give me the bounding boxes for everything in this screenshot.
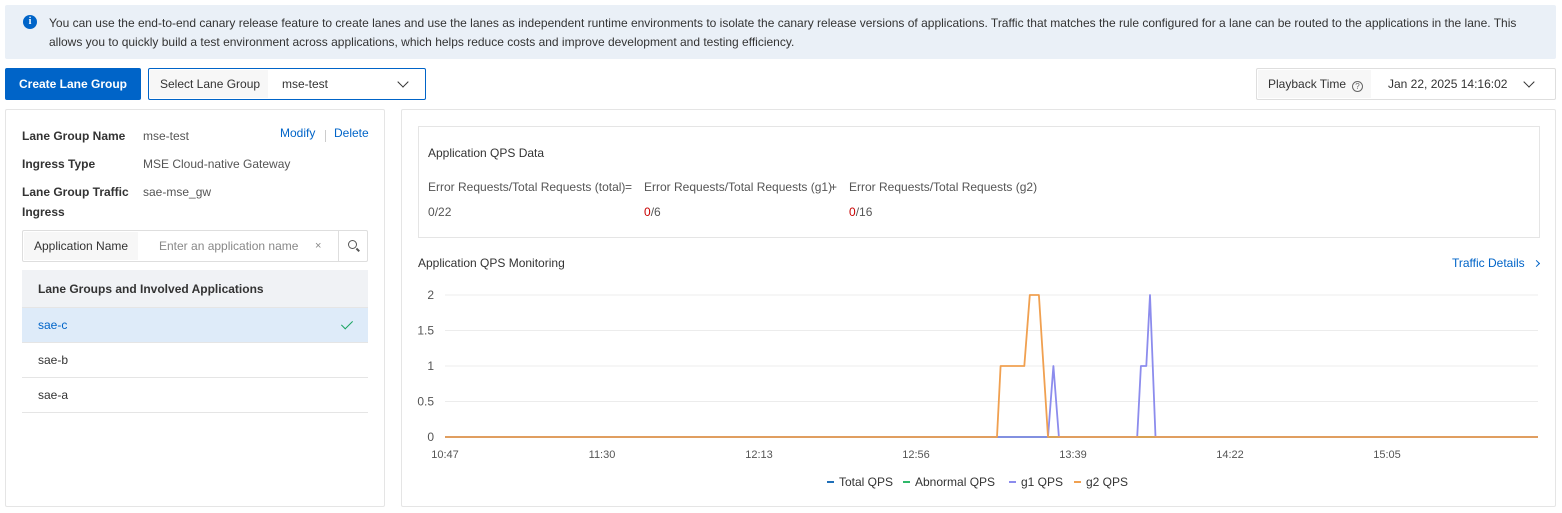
list-item-label: sae-b [38,353,69,367]
list-header: Lane Groups and Involved Applications [22,270,368,308]
lane-group-name-label: Lane Group Name [22,129,126,143]
clear-icon[interactable]: × [315,240,322,252]
list-item-sae-c[interactable]: sae-c [22,308,368,343]
playback-time-value: Jan 22, 2025 14:16:02 [1388,77,1508,91]
select-lane-group-label: Select Lane Group [150,70,269,98]
info-banner: i You can use the end-to-end canary rele… [5,5,1556,59]
x-tick-label: 13:39 [1059,449,1087,461]
x-tick-label: 11:30 [589,449,616,461]
chevron-right-icon [1532,259,1540,268]
qps-data-title: Application QPS Data [428,146,545,160]
x-tick-label: 15:05 [1373,449,1401,461]
x-tick-label: 12:13 [745,449,773,461]
lane-group-select[interactable]: Select Lane Group mse-test [148,68,426,100]
traffic-ingress-label: Lane Group Traffic [22,185,129,199]
search-input[interactable]: Enter an application name [159,239,299,253]
g1-requests-value: 0/6 [644,205,661,219]
help-icon[interactable]: ? [1352,81,1364,92]
x-tick-label: 14:22 [1216,449,1244,461]
list-item-label: sae-c [38,318,68,332]
ingress-type-label: Ingress Type [22,157,96,171]
lane-group-name-value: mse-test [143,129,190,143]
x-tick-label: 12:56 [902,449,930,461]
y-tick-label: 1.5 [417,324,434,338]
qps-monitoring-title: Application QPS Monitoring [418,256,565,270]
application-search: Application Name Enter an application na… [22,230,368,262]
create-lane-group-button[interactable]: Create Lane Group [5,68,141,100]
y-tick-label: 0 [427,430,434,444]
series-line-g2-qps [445,294,1538,438]
lane-group-panel: Lane Group Name mse-test Modify Delete I… [5,109,385,507]
list-item-sae-b[interactable]: sae-b [22,343,368,378]
total-requests-value: 0/22 [428,205,452,219]
playback-time-picker[interactable]: Playback Time? Jan 22, 2025 14:16:02 [1256,68,1556,100]
equals-sign: = [625,180,633,194]
banner-text: You can use the end-to-end canary releas… [49,16,1517,49]
check-icon [340,317,354,330]
qps-panel: Application QPS Data Error Requests/Tota… [401,109,1556,507]
y-tick-label: 1 [427,359,434,373]
list-item-sae-a[interactable]: sae-a [22,378,368,413]
playback-time-label: Playback Time? [1258,70,1372,98]
plus-sign: + [830,180,838,194]
total-requests-label: Error Requests/Total Requests (total) [428,180,626,194]
modify-link[interactable]: Modify [280,126,316,140]
chevron-down-icon [1523,76,1535,88]
g1-requests-label: Error Requests/Total Requests (g1) [644,180,833,194]
qps-data-box: Application QPS Data Error Requests/Tota… [418,126,1540,238]
delete-link[interactable]: Delete [334,126,369,140]
chevron-down-icon [397,76,409,88]
y-tick-label: 2 [427,288,434,302]
list-item-label: sae-a [38,388,69,402]
legend-label: g1 QPS [1021,475,1063,489]
y-tick-label: 0.5 [417,395,434,409]
application-name-label: Application Name [24,232,139,260]
divider [325,130,326,142]
qps-chart: 0 0.5 1 1.5 2 10:47 11:30 12:13 12:56 13:39 14:22 1… [417,288,1538,489]
application-list: Lane Groups and Involved Applications sa… [22,270,368,413]
search-button[interactable] [338,231,367,261]
select-lane-group-value: mse-test [282,77,329,91]
legend-label: g2 QPS [1086,475,1128,489]
search-icon [348,240,357,249]
legend-label: Abnormal QPS [915,475,995,489]
g2-requests-label: Error Requests/Total Requests (g2) [849,180,1038,194]
g2-requests-value: 0/16 [849,205,873,219]
traffic-ingress-label-line2: Ingress [22,205,65,219]
x-tick-label: 10:47 [431,449,459,461]
traffic-details-link[interactable]: Traffic Details [1452,256,1540,270]
ingress-type-value: MSE Cloud-native Gateway [143,157,291,171]
traffic-ingress-value: sae-mse_gw [143,185,212,199]
info-icon: i [23,15,37,29]
legend-label: Total QPS [839,475,893,489]
